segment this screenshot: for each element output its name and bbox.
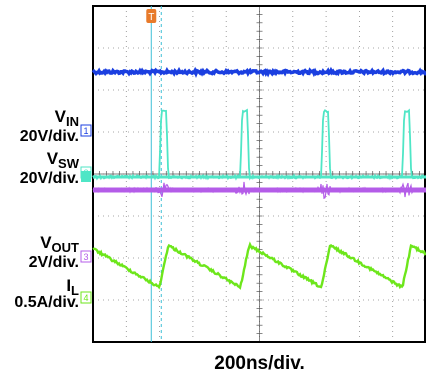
channel-scale-4: 0.5A/div. <box>14 294 79 311</box>
channel-marker-number: 3 <box>83 252 88 262</box>
trace-vout <box>92 181 426 200</box>
channel-scale-2: 20V/div. <box>20 170 79 187</box>
graticule <box>92 5 426 343</box>
channel-marker-box <box>80 250 92 263</box>
timebase-label: 200ns/div. <box>214 353 304 374</box>
channel-marker-4: 4 <box>80 291 92 304</box>
traces: T <box>91 6 426 342</box>
channel-name-1: VIN <box>55 107 79 129</box>
channel-marker-1: 1 <box>80 124 92 137</box>
channel-marker-box <box>80 124 92 137</box>
channel-scale-3: 2V/div. <box>29 254 79 271</box>
trace-il <box>92 241 426 290</box>
plot-frame <box>92 5 426 343</box>
trigger-marker-label: T <box>148 12 154 23</box>
channel-scale-1: 20V/div. <box>20 128 79 145</box>
channel-marker-number: 1 <box>83 126 88 136</box>
trigger-marker: T <box>146 9 157 23</box>
channel-2-level-marker <box>81 171 91 182</box>
channel-marker-3: 3 <box>80 250 92 263</box>
channel-marker-box <box>80 291 92 304</box>
channel-name-4: IL <box>66 276 79 298</box>
trace-vin <box>91 66 426 79</box>
channel-name-3: VOUT <box>40 233 79 255</box>
channel-labels: VIN20V/div.1VSW20V/div.2VOUT2V/div.3IL0.… <box>14 107 304 374</box>
channel-name-2: VSW <box>47 149 80 171</box>
channel-marker-number: 4 <box>83 293 88 303</box>
trigger-marker-box <box>146 9 157 23</box>
